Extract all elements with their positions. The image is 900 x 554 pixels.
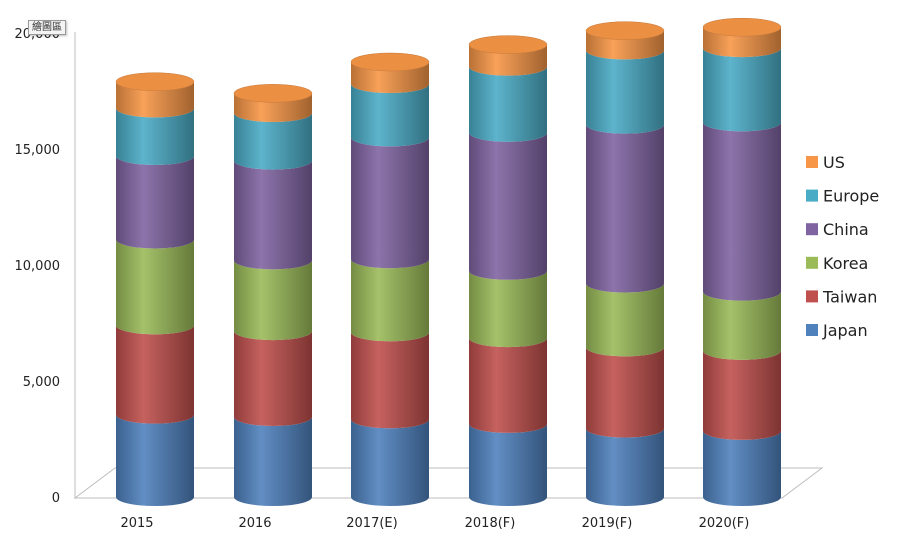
bar-cap-0 <box>115 72 195 91</box>
x-tick-label: 2015 <box>120 516 153 531</box>
bar-segment-china-3 <box>469 132 547 280</box>
bar-segment-japan-4 <box>586 428 664 506</box>
bar-segment-china-4 <box>586 124 664 293</box>
legend-swatch-us <box>806 156 818 168</box>
bar-segment-korea-3 <box>469 270 547 348</box>
bar-segment-japan-5 <box>703 430 781 506</box>
bar-segment-europe-5 <box>703 48 781 132</box>
x-tick-label: 2017(E) <box>346 516 397 531</box>
bar-segment-korea-1 <box>234 260 312 341</box>
bar-segment-china-2 <box>351 137 429 269</box>
legend-swatch-europe <box>806 189 818 202</box>
x-tick-label: 2018(F) <box>465 516 516 531</box>
bar-segment-europe-1 <box>234 113 312 170</box>
x-tick-label: 2019(F) <box>582 516 633 531</box>
bar-segment-us-4 <box>586 30 664 60</box>
bar-segment-korea-5 <box>703 291 781 360</box>
bar-segment-us-2 <box>351 62 429 94</box>
legend-swatch-taiwan <box>806 290 818 303</box>
bar-segment-taiwan-5 <box>703 350 781 440</box>
bar-segment-japan-2 <box>351 419 429 506</box>
bar-segment-us-1 <box>234 93 312 123</box>
bar-segment-taiwan-0 <box>116 325 194 424</box>
bar-cap-1 <box>233 84 313 103</box>
bar-segment-taiwan-2 <box>351 332 429 429</box>
x-tick-label: 2016 <box>238 516 271 531</box>
bar-segment-us-5 <box>703 27 781 58</box>
bar-segment-korea-4 <box>586 283 664 357</box>
legend-swatch-japan <box>806 324 818 336</box>
bar-segment-korea-0 <box>116 239 194 335</box>
legend-label-taiwan: Taiwan <box>822 287 877 306</box>
x-tick-label: 2020(F) <box>699 516 750 531</box>
bar-segment-taiwan-3 <box>469 338 547 433</box>
bar-cap-2 <box>350 52 430 72</box>
bar-cap-3 <box>468 35 548 54</box>
bar-segment-taiwan-4 <box>586 347 664 438</box>
y-tick-label: 15,000 <box>15 143 61 158</box>
bar-segment-japan-1 <box>234 416 312 506</box>
bar-segment-europe-3 <box>469 66 547 142</box>
bar-segment-europe-4 <box>586 50 664 134</box>
bar-segment-china-0 <box>116 155 194 249</box>
y-tick-label: 10,000 <box>15 259 61 274</box>
legend-label-us: US <box>823 153 845 172</box>
legend-swatch-korea <box>806 256 818 269</box>
legend-label-japan: Japan <box>822 321 868 340</box>
bar-segment-china-1 <box>234 160 312 270</box>
legend-label-europe: Europe <box>823 187 879 206</box>
plot-area-tag: 繪圖區 <box>28 20 66 35</box>
bar-segment-europe-0 <box>116 108 194 165</box>
bar-segment-korea-2 <box>351 259 429 342</box>
y-tick-label: 0 <box>52 491 60 506</box>
bar-segment-europe-2 <box>351 84 429 147</box>
legend-label-china: China <box>823 220 869 239</box>
legend-swatch-china <box>806 223 818 236</box>
legend-label-korea: Korea <box>823 254 868 273</box>
bar-segment-us-0 <box>116 81 194 118</box>
bar-cap-5 <box>702 17 782 37</box>
bar-segment-china-5 <box>703 122 781 301</box>
y-tick-label: 5,000 <box>23 375 60 390</box>
bar-segment-japan-3 <box>469 423 547 506</box>
bar-segment-us-3 <box>469 44 547 76</box>
bar-segment-japan-0 <box>116 414 194 506</box>
bar-segment-taiwan-1 <box>234 331 312 426</box>
bar-cap-4 <box>585 21 665 40</box>
